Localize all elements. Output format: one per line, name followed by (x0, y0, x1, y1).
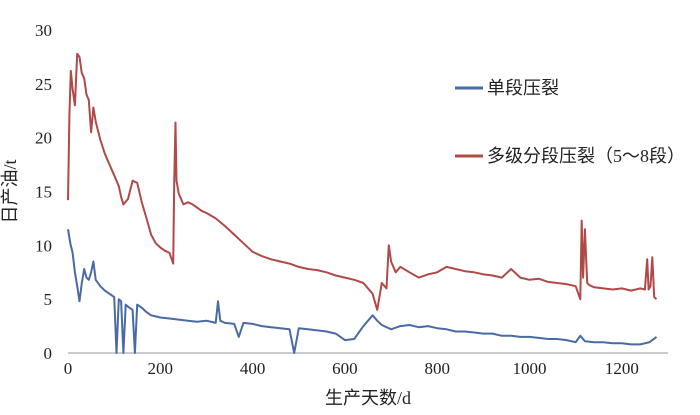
x-tick-label: 1200 (605, 359, 639, 378)
legend-label: 单段压裂 (487, 78, 559, 98)
series-line-single-stage (67, 229, 658, 354)
series-line-multi-stage (67, 52, 658, 311)
x-tick-label: 0 (64, 359, 73, 378)
y-axis-title: 日产油/t (0, 159, 20, 223)
x-axis-title: 生产天数/d (325, 388, 411, 408)
x-tick-label: 1000 (513, 359, 547, 378)
x-tick-label: 200 (148, 359, 174, 378)
y-axis-ticks: 0 5 10 15 20 25 30 (35, 21, 52, 363)
legend-label: 多级分段压裂（5～8段） (487, 146, 685, 166)
x-tick-label: 800 (424, 359, 450, 378)
x-tick-label: 600 (332, 359, 358, 378)
y-tick-label: 5 (44, 290, 53, 309)
y-tick-label: 0 (44, 344, 53, 363)
x-axis-ticks: 0 200 400 600 800 1000 1200 (64, 359, 639, 378)
y-tick-label: 20 (35, 129, 52, 148)
y-tick-label: 30 (35, 21, 52, 40)
x-tick-label: 400 (240, 359, 266, 378)
plot-area (67, 52, 658, 354)
y-tick-label: 25 (35, 75, 52, 94)
y-tick-label: 15 (35, 183, 52, 202)
y-tick-label: 10 (35, 236, 52, 255)
